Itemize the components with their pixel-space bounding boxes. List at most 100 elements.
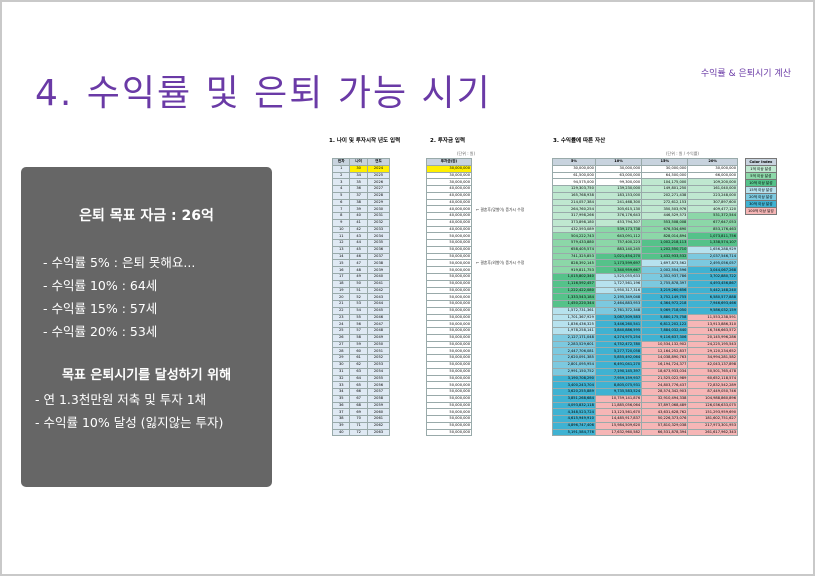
table-cell: 109,200,000 (687, 178, 738, 187)
col-header: 나이 (349, 158, 368, 166)
legend-row: 5억 이상 달성 (745, 172, 777, 180)
table-cell: 28 (331, 347, 351, 356)
table-cell: 44 (349, 239, 368, 247)
table-row: 30,000,000 30,000,000 30,000,000 30,000,000 (552, 164, 738, 173)
table-cell: 20,145,996,286 (687, 333, 738, 342)
table-cell: 50,000,000 (426, 286, 472, 295)
table-cell: 50,000,000 (426, 421, 472, 430)
table-cell: 2,037,546,714 (687, 252, 738, 261)
table-row: 50,000,000 (426, 232, 472, 241)
table-cell: 409,477,120 (687, 205, 738, 214)
table-cell: 30,000,000 (594, 164, 643, 173)
list-item: - 수익률 5% : 은퇴 못해요... (43, 255, 196, 270)
table-cell: 5억 이상 달성 (745, 172, 777, 180)
table-row: 40,000,000 (426, 198, 472, 207)
plan-heading: 목표 은퇴시기를 달성하기 위해 (61, 368, 232, 383)
table-cell: 2,755,878,397 (641, 279, 689, 288)
table-cell: 40 (349, 212, 368, 220)
table-cell: 305,615,130 (594, 205, 643, 214)
table-cell: 30,000,000 (426, 171, 472, 180)
table-cell: 2038 (366, 259, 391, 268)
table-cell: 658,405,574 (552, 245, 596, 254)
table-row: 919,811,753 1,340,959,667 2,002,554,596 3,0… (552, 266, 738, 274)
table-cell: 61,500,000 (552, 171, 596, 180)
table-cell: 60 (349, 347, 368, 356)
table-row: 26 58 2049 (331, 333, 391, 342)
table-cell: 43 (349, 232, 368, 241)
table-cell: 217,973,301,953 (687, 421, 738, 430)
table-row: 94,575,000 99,300,000 104,175,000 109,200,0… (552, 178, 738, 187)
table-cell: 50,000,000 (426, 360, 472, 369)
table-cell: 2025 (366, 171, 391, 180)
section-age-input: 1. 나이 및 투자시작 년도 입력 (329, 138, 401, 144)
table-cell: 18 (331, 279, 351, 288)
table-cell: 129,303,750 (552, 185, 596, 193)
assets-unit-label: (단위 : 원 / 수익률) (666, 151, 699, 156)
table-row: 50,000,000 (426, 340, 472, 349)
table-cell: 63 (349, 367, 368, 376)
table-cell: 50,000,000 (426, 340, 472, 349)
table-cell: 2031 (366, 212, 391, 220)
table-cell: 14 (331, 252, 351, 261)
table-cell: 9 (331, 218, 351, 227)
investment-table: 투자금(원) 30,000,000 30,000,000 30,000,000 40,… (426, 158, 472, 437)
table-row: 40,000,000 (426, 205, 472, 214)
table-cell: 11,553,238,591 (687, 313, 738, 322)
table-row: 2,620,091,385 5,855,492,064 14,038,890,763… (552, 354, 738, 362)
table-row: 828,392,145 1,173,599,697 1,697,873,562 2,4… (552, 259, 738, 268)
table-cell: 2034 (366, 232, 391, 241)
table-cell: 30억 이상 달성 (745, 200, 777, 208)
table-row: 1,978,258,141 3,840,886,595 7,884,032,440 1… (552, 327, 738, 335)
table-cell: 2027 (366, 185, 391, 193)
legend-title: Color Index (745, 158, 777, 166)
table-row: 50,000,000 (426, 388, 472, 396)
table-row: 50,000,000 (426, 293, 472, 302)
table-cell: 25 (331, 327, 351, 335)
table-cell: 18,673,933,034 (641, 367, 689, 376)
table-cell: 47 (349, 259, 368, 268)
table-cell: 40,000,000 (426, 198, 472, 207)
table-row: 2,127,171,048 4,274,975,254 9,116,637,306 2… (552, 333, 738, 342)
table-cell: 1,656,288,929 (687, 245, 738, 254)
table-cell: 2047 (366, 320, 391, 329)
table-cell: 453,794,307 (594, 218, 643, 227)
list-item: - 수익률 10% 달성 (잃지않는 투자) (35, 415, 224, 430)
table-cell: 7,959,159,937 (594, 374, 643, 383)
table-cell: 1,073,811,756 (687, 232, 738, 241)
table-cell: 32,910,494,338 (641, 394, 689, 403)
table-cell: 7 (331, 205, 351, 214)
col-header: 번차 (331, 158, 351, 166)
table-row: 50,000,000 (426, 374, 472, 383)
table-cell: 99,300,000 (594, 178, 643, 187)
table-cell: 2,495,056,057 (687, 259, 738, 268)
table-row: 17 49 2040 (331, 273, 391, 281)
table-row: 21 53 2044 (331, 300, 391, 308)
table-cell: 643,091,112 (594, 232, 643, 241)
table-cell: 2050 (366, 340, 391, 349)
table-cell: 50,000,000 (426, 313, 472, 322)
table-cell: 2057 (366, 388, 391, 396)
table-cell: 1,173,599,697 (594, 259, 643, 268)
table-cell: 13 (331, 245, 351, 254)
table-cell: 2039 (366, 266, 391, 274)
table-cell: 50,000,000 (426, 428, 472, 437)
table-cell: 34 (331, 388, 351, 396)
table-cell: 183,153,000 (594, 191, 643, 200)
spreadsheet-image: 1. 나이 및 투자시작 년도 입력 2. 투자금 입력 3. 수익률에 따른 … (329, 132, 813, 574)
table-cell: 30,000,000 (426, 178, 472, 187)
table-cell: 1,950,317,316 (594, 286, 643, 295)
table-cell: 30 (349, 164, 368, 173)
table-cell: 15,984,509,620 (594, 421, 643, 430)
table-cell: 50,000,000 (426, 232, 472, 241)
table-cell: 1,333,543,184 (552, 293, 596, 302)
table-cell: 23 (331, 313, 351, 322)
table-cell: 27 (331, 340, 351, 349)
table-cell: 2048 (366, 327, 391, 335)
col-header: 투자금(원) (426, 158, 472, 166)
table-cell: 1,202,550,710 (641, 245, 689, 254)
table-cell: 1,222,422,080 (552, 286, 596, 295)
table-row: 50,000,000 (426, 320, 472, 329)
table-row: 20 52 2043 (331, 293, 391, 302)
table-cell: 40,000,000 (426, 185, 472, 193)
table-cell: 5,442,148,240 (687, 286, 738, 295)
